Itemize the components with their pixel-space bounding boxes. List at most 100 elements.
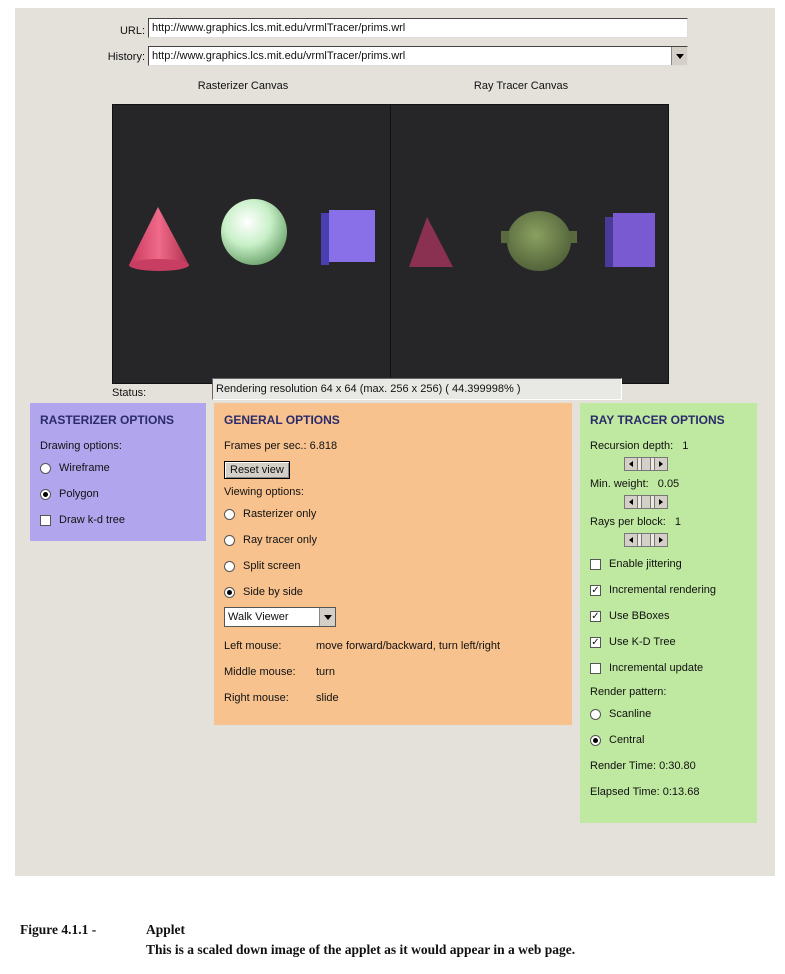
view-ray-tracer-only-radio[interactable]: Ray tracer only bbox=[224, 527, 562, 553]
cube-side bbox=[321, 213, 329, 265]
recursion-depth-scrollbar[interactable] bbox=[624, 457, 747, 471]
history-select[interactable]: http://www.graphics.lcs.mit.edu/vrmlTrac… bbox=[148, 46, 688, 66]
incremental-update-checkbox[interactable]: Incremental update bbox=[590, 655, 747, 681]
checkbox-icon[interactable] bbox=[590, 558, 601, 570]
applet-window: URL: http://www.graphics.lcs.mit.edu/vrm… bbox=[15, 8, 775, 876]
arrow-left-icon bbox=[629, 499, 633, 505]
view-rasterizer-only-radio[interactable]: Rasterizer only bbox=[224, 501, 562, 527]
fps-readout: Frames per sec.: 6.818 bbox=[224, 440, 338, 452]
rt-sphere-right-bump bbox=[569, 231, 577, 243]
checkbox-icon[interactable] bbox=[590, 662, 601, 674]
rasterizer-scene bbox=[129, 199, 375, 271]
figure-number: Figure 4.1.1 - bbox=[20, 922, 97, 937]
central-radio[interactable]: Central bbox=[590, 727, 747, 753]
sphere-shape bbox=[221, 199, 287, 265]
scroll-track[interactable] bbox=[638, 533, 641, 547]
scroll-right-button[interactable] bbox=[654, 457, 668, 471]
radio-button-selected-icon[interactable] bbox=[224, 586, 235, 598]
pattern-label: Scanline bbox=[609, 708, 652, 720]
rasterizer-canvas-title: Rasterizer Canvas bbox=[197, 80, 289, 92]
view-split-screen-radio[interactable]: Split screen bbox=[224, 553, 562, 579]
checkbox-checked-icon[interactable]: ✓ bbox=[590, 584, 601, 596]
general-options-panel: GENERAL OPTIONS Frames per sec.: 6.818 R… bbox=[214, 403, 572, 725]
url-input[interactable]: http://www.graphics.lcs.mit.edu/vrmlTrac… bbox=[148, 18, 688, 38]
scroll-track[interactable] bbox=[651, 457, 654, 471]
scroll-left-button[interactable] bbox=[624, 533, 638, 547]
radio-button-icon[interactable] bbox=[590, 708, 601, 720]
scroll-right-button[interactable] bbox=[654, 495, 668, 509]
rt-cube-shape bbox=[613, 213, 655, 267]
radio-button-icon[interactable] bbox=[224, 508, 235, 520]
view-side-by-side-radio[interactable]: Side by side bbox=[224, 579, 562, 605]
radio-button-icon[interactable] bbox=[224, 560, 235, 572]
cone-base bbox=[129, 259, 189, 271]
history-value: http://www.graphics.lcs.mit.edu/vrmlTrac… bbox=[152, 50, 406, 62]
radio-button-selected-icon[interactable] bbox=[590, 734, 601, 746]
pattern-label: Central bbox=[609, 734, 645, 746]
radio-button-selected-icon[interactable] bbox=[40, 488, 51, 500]
view-label: Side by side bbox=[243, 586, 303, 598]
arrow-right-icon bbox=[659, 499, 663, 505]
render-time-readout: Render Time: 0:30.80 bbox=[590, 760, 696, 772]
viewer-select-value: Walk Viewer bbox=[228, 611, 289, 623]
checkbox-icon[interactable] bbox=[40, 514, 51, 526]
scroll-track[interactable] bbox=[651, 495, 654, 509]
figure-title: Applet bbox=[146, 922, 186, 937]
arrow-right-icon bbox=[659, 461, 663, 467]
wireframe-radio[interactable]: Wireframe bbox=[40, 455, 196, 481]
rasterizer-options-panel: RASTERIZER OPTIONS Drawing options: Wire… bbox=[30, 403, 206, 541]
enable-jittering-checkbox[interactable]: Enable jittering bbox=[590, 551, 747, 577]
scroll-left-button[interactable] bbox=[624, 457, 638, 471]
radio-button-icon[interactable] bbox=[224, 534, 235, 546]
rays-per-block-value: 1 bbox=[674, 516, 681, 528]
drawing-options-label: Drawing options: bbox=[40, 440, 122, 452]
render-pattern-label: Render pattern: bbox=[590, 686, 667, 698]
scroll-track[interactable] bbox=[638, 457, 641, 471]
wireframe-label: Wireframe bbox=[59, 462, 110, 474]
raytracer-canvas[interactable] bbox=[390, 104, 669, 384]
history-dropdown-button[interactable] bbox=[671, 47, 687, 65]
min-weight-scrollbar[interactable] bbox=[624, 495, 747, 509]
use-bboxes-checkbox[interactable]: ✓ Use BBoxes bbox=[590, 603, 747, 629]
view-label: Split screen bbox=[243, 560, 301, 572]
scroll-thumb[interactable] bbox=[641, 495, 651, 509]
checkbox-checked-icon[interactable]: ✓ bbox=[590, 610, 601, 622]
rasterizer-canvas[interactable] bbox=[112, 104, 391, 384]
scanline-radio[interactable]: Scanline bbox=[590, 701, 747, 727]
mouse-help-right: Right mouse: slide bbox=[224, 685, 562, 711]
status-field: Rendering resolution 64 x 64 (max. 256 x… bbox=[212, 378, 622, 400]
recursion-depth-label: Recursion depth: bbox=[590, 440, 674, 452]
scroll-left-button[interactable] bbox=[624, 495, 638, 509]
checkbox-label: Incremental update bbox=[609, 662, 704, 674]
mouse-help-left: Left mouse: move forward/backward, turn … bbox=[224, 633, 562, 659]
figure-description: This is a scaled down image of the apple… bbox=[146, 942, 576, 957]
scroll-track[interactable] bbox=[638, 495, 641, 509]
use-kd-tree-checkbox[interactable]: ✓ Use K-D Tree bbox=[590, 629, 747, 655]
view-label: Ray tracer only bbox=[243, 534, 317, 546]
rays-per-block-scrollbar[interactable] bbox=[624, 533, 747, 547]
recursion-depth-readout: Recursion depth: 1 bbox=[590, 437, 747, 455]
rays-per-block-readout: Rays per block: 1 bbox=[590, 513, 747, 531]
scroll-thumb[interactable] bbox=[641, 533, 651, 547]
status-label: Status: bbox=[112, 387, 147, 399]
scroll-track[interactable] bbox=[651, 533, 654, 547]
url-label: URL: bbox=[119, 25, 145, 37]
rays-per-block-label: Rays per block: bbox=[590, 516, 666, 528]
polygon-label: Polygon bbox=[59, 488, 99, 500]
mouse-key: Right mouse: bbox=[224, 692, 289, 704]
radio-button-icon[interactable] bbox=[40, 462, 51, 474]
scroll-thumb[interactable] bbox=[641, 457, 651, 471]
mouse-key: Middle mouse: bbox=[224, 666, 296, 678]
incremental-rendering-checkbox[interactable]: ✓ Incremental rendering bbox=[590, 577, 747, 603]
checkbox-checked-icon[interactable]: ✓ bbox=[590, 636, 601, 648]
checkbox-label: Incremental rendering bbox=[609, 584, 717, 596]
elapsed-time-readout: Elapsed Time: 0:13.68 bbox=[590, 786, 700, 798]
reset-view-button[interactable]: Reset view bbox=[224, 461, 290, 479]
viewer-dropdown-button[interactable] bbox=[319, 608, 335, 626]
polygon-radio[interactable]: Polygon bbox=[40, 481, 196, 507]
scroll-right-button[interactable] bbox=[654, 533, 668, 547]
arrow-right-icon bbox=[659, 537, 663, 543]
mouse-action: move forward/backward, turn left/right bbox=[316, 640, 501, 652]
draw-kd-tree-checkbox[interactable]: Draw k-d tree bbox=[40, 507, 196, 533]
viewer-select[interactable]: Walk Viewer bbox=[224, 607, 336, 627]
